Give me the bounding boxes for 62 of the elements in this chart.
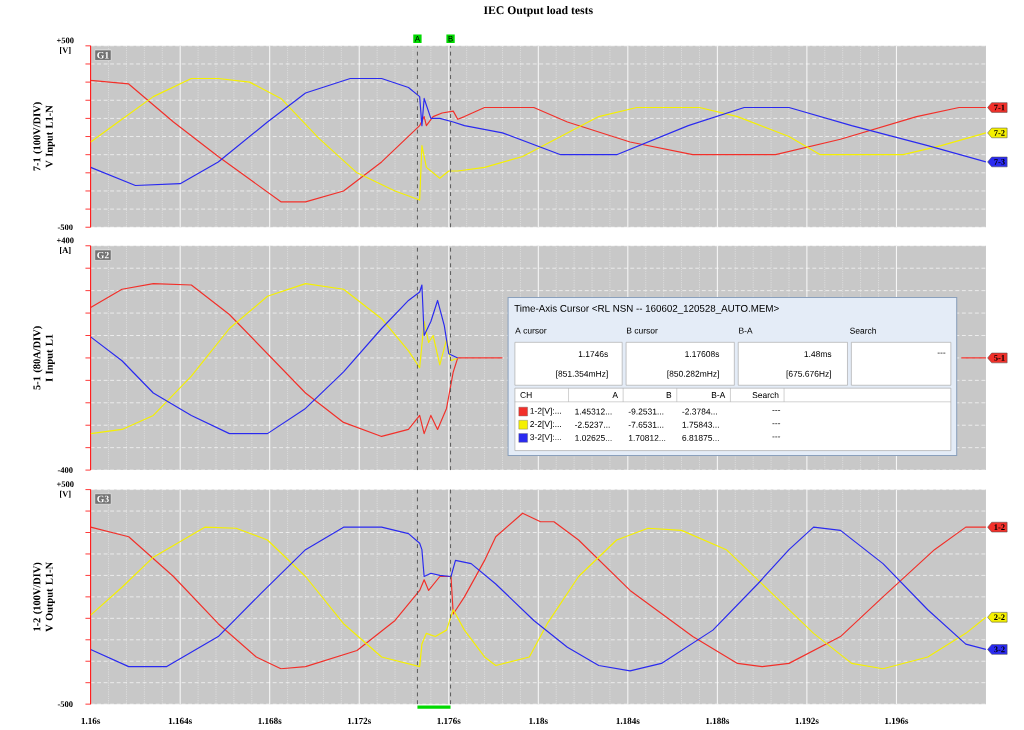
series-label: 2-2 bbox=[994, 614, 1005, 620]
annotation: --- bbox=[772, 410, 781, 411]
annotation: -2.5237... bbox=[575, 421, 610, 428]
annotation: 1-2[V]:... bbox=[530, 407, 561, 416]
x-tick-label: 1.164s bbox=[168, 717, 192, 724]
annotation: [850.282mHz] bbox=[667, 370, 719, 379]
y-axis-title: 7-1 (100V/DIV) V Input L1-N bbox=[33, 102, 55, 171]
y-tick-label: +500 [V] bbox=[56, 37, 74, 54]
annotation: 1.02625... bbox=[575, 434, 612, 441]
y-axis-title: 1-2 (100V/DIV) V Output L1-N bbox=[33, 561, 55, 632]
x-tick-label: 1.196s bbox=[885, 717, 909, 724]
x-tick-label: 1.176s bbox=[437, 717, 461, 724]
annotation: Time-Axis Cursor <RL NSN -- 160602_120528_AUTO.MEM> bbox=[514, 304, 779, 314]
annotation: B bbox=[666, 391, 672, 398]
annotation: 6.81875... bbox=[682, 434, 719, 441]
annotation: [675.676Hz] bbox=[786, 370, 832, 379]
annotation: A bbox=[612, 391, 618, 398]
x-tick-label: 1.168s bbox=[258, 717, 282, 724]
annotation: G1 bbox=[97, 51, 109, 59]
annotation: CH bbox=[520, 391, 532, 398]
annotation: B-A bbox=[739, 327, 753, 334]
y-tick-label: +400 [A] bbox=[56, 237, 74, 254]
y-tick-label: -500 bbox=[57, 224, 73, 230]
annotation: 1.48ms bbox=[804, 350, 832, 357]
x-tick-label: 1.188s bbox=[706, 717, 730, 724]
annotation: [851.354mHz] bbox=[556, 370, 608, 379]
annotation: -9.2531... bbox=[628, 408, 664, 415]
annotation: 1.17608s bbox=[685, 350, 720, 357]
annotation: Search bbox=[752, 391, 779, 398]
series-label: 7-1 bbox=[994, 104, 1005, 111]
annotation: --- bbox=[772, 423, 781, 424]
y-tick-label: +500 [V] bbox=[56, 481, 74, 498]
annotation: 1.70812... bbox=[628, 434, 666, 441]
y-tick-label: -500 bbox=[57, 701, 73, 707]
series-label: 1-2 bbox=[994, 524, 1005, 530]
annotation: B-A bbox=[711, 391, 726, 398]
x-tick-label: 1.192s bbox=[795, 717, 819, 724]
annotation: B cursor bbox=[627, 327, 658, 334]
annotation: Search bbox=[850, 327, 876, 334]
annotation: -2.3784... bbox=[682, 408, 717, 415]
annotation: 1.75843... bbox=[682, 421, 719, 428]
annotation: 3-2[V]:... bbox=[530, 433, 561, 442]
annotation: 1.1746s bbox=[578, 350, 608, 357]
series-label: 7-3 bbox=[994, 158, 1005, 165]
x-tick-label: 1.16s bbox=[81, 717, 101, 724]
x-tick-label: 1.172s bbox=[347, 717, 372, 724]
annotation: -7.6531... bbox=[628, 421, 664, 428]
series-label: 3-2 bbox=[994, 646, 1005, 653]
x-tick-label: 1.184s bbox=[616, 717, 640, 724]
x-tick-label: 1.18s bbox=[529, 717, 548, 724]
annotation: 2-2[V]:... bbox=[530, 420, 561, 429]
annotation: A cursor bbox=[515, 327, 547, 334]
annotation: --- bbox=[772, 436, 781, 438]
annotation: --- bbox=[937, 352, 946, 354]
annotation: 1.45312... bbox=[575, 408, 612, 415]
annotation: G3 bbox=[97, 495, 109, 503]
y-tick-label: -400 bbox=[57, 467, 73, 473]
series-label: 5-1 bbox=[994, 354, 1005, 361]
series-label: 7-2 bbox=[994, 129, 1005, 136]
chart-title: IEC Output load tests bbox=[483, 5, 593, 17]
y-axis-title: 5-1 (80A/DIV) I Input L1 bbox=[33, 326, 55, 390]
annotation: G2 bbox=[97, 251, 109, 259]
